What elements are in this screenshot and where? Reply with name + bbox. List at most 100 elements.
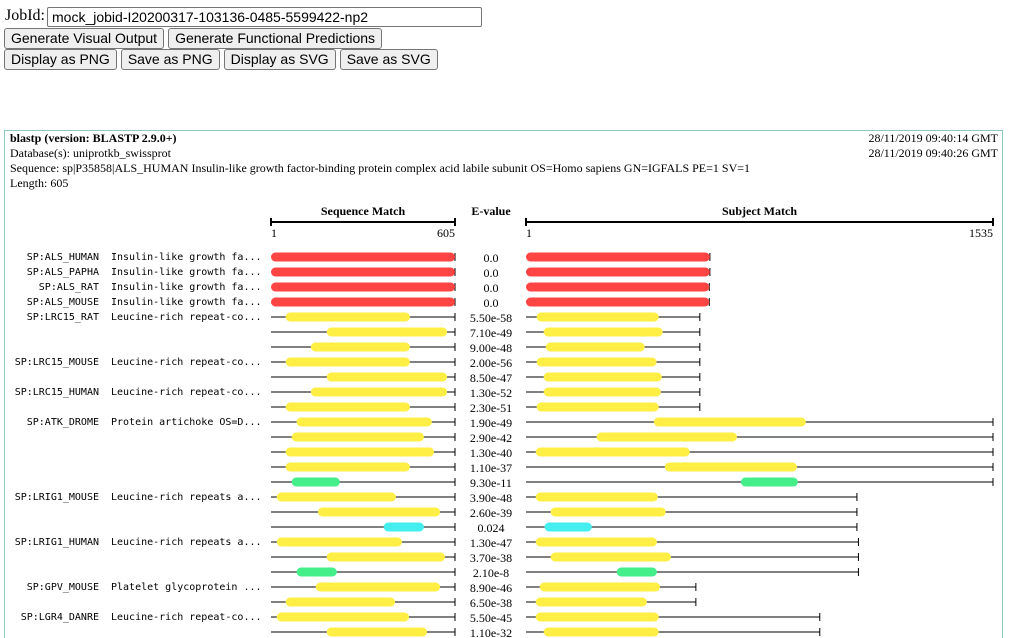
hit-id: SP:GPV_MOUSE [27,582,99,593]
evalue: 1.30e-47 [470,536,512,550]
query-hit [315,582,441,592]
evalue: 9.30e-11 [470,476,512,490]
sequence: Sequence: sp|P35858|ALS_HUMAN Insulin-li… [10,161,750,175]
subject-hit [664,462,797,472]
subject-hit [544,522,592,532]
subject-hit [543,627,659,637]
subject-hit [536,312,659,322]
query-hit [326,372,448,382]
evalue: 8.90e-46 [470,581,512,595]
subject-hit [653,417,806,427]
length: Length: 605 [10,176,68,190]
hit-id: SP:LGR4_DANRE [21,612,99,623]
evalue: 0.0 [484,266,499,280]
query-hit [285,312,410,322]
query-hit [276,612,409,622]
evalue: 6.50e-38 [470,596,512,610]
subject-hit [535,492,658,502]
query-hit [310,387,448,397]
query-hit [326,327,448,337]
subject-hit [543,387,661,397]
hit-desc: Insulin-like growth fa... [111,297,262,308]
hit-id: SP:LRIG1_HUMAN [15,537,99,548]
query-hit [317,507,441,517]
button-row: Display as PNG Save as PNG Display as SVG S… [4,49,438,70]
evalue: 2.00e-56 [470,356,512,370]
query-hit [285,402,410,412]
hit-id: SP:ALS_MOUSE [27,297,99,308]
scale-label: 1 [271,226,277,240]
jobid-label: JobId: [5,7,45,24]
subject-hit [526,282,710,292]
evalue: 2.10e-8 [473,566,509,580]
button[interactable]: Display as PNG [4,49,117,70]
button-row: Generate Visual Output Generate Functiona… [4,28,383,49]
hit-id: SP:ALS_HUMAN [27,252,99,263]
evalue: 8.50e-47 [470,371,512,385]
button[interactable]: Save as PNG [120,49,220,70]
hit-desc: Leucine-rich repeat-co... [111,357,262,368]
hit-id: SP:ATK_DROME [27,417,99,428]
subject-hit [535,447,690,457]
subject-hit [526,267,710,277]
jobid-input[interactable]: mock_jobid-I20200317-103136-0485-5599422… [47,7,482,27]
hit-id: SP:LRC15_MOUSE [15,357,99,368]
header: E-value [471,204,511,218]
hit-desc: Protein artichoke OS=D... [111,417,262,428]
query-hit [291,477,340,487]
subject-hit [740,477,798,487]
subject-hit [550,552,671,562]
hit-desc: Leucine-rich repeat-co... [111,387,262,398]
evalue: 1.30e-52 [470,386,512,400]
subject-hit [616,567,657,577]
program: blastp (version: BLASTP 2.9.0+) [10,131,177,145]
query-hit [276,492,396,502]
evalue: 1.10e-37 [470,461,512,475]
hit-desc: Leucine-rich repeat-co... [111,312,262,323]
hit-desc: Leucine-rich repeat-co... [111,612,262,623]
query-hit [271,282,455,292]
query-hit [285,597,395,607]
button[interactable]: Display as SVG [223,49,336,70]
evalue: 1.10e-32 [470,626,512,638]
evalue: 2.30e-51 [470,401,512,415]
database: Database(s): uniprotkb_swissprot [10,146,172,160]
button[interactable]: Generate Visual Output [4,28,165,49]
query-hit [285,462,410,472]
subject-hit [535,537,657,547]
hit-desc: Insulin-like growth fa... [111,282,262,293]
report: blastp (version: BLASTP 2.9.0+) Database(… [4,130,1003,638]
subject-hit [526,297,710,307]
scale-label: 605 [437,226,455,240]
evalue: 2.90e-42 [470,431,512,445]
query-hit [326,627,427,637]
subject-hit [596,432,737,442]
evalue: 2.60e-39 [470,506,512,520]
evalue: 3.90e-48 [470,491,512,505]
hit-id: SP:ALS_PAPHA [27,267,99,278]
query-hit [285,447,434,457]
subject-hit [536,402,659,412]
hit-id: SP:LRIG1_MOUSE [15,492,99,503]
hit-desc: Platelet glycoprotein ... [111,582,262,593]
evalue: 1.30e-40 [470,446,512,460]
evalue: 0.024 [478,521,505,535]
subject-hit [543,327,663,337]
button[interactable]: Generate Functional Predictions [168,28,383,49]
subject-hit [545,342,645,352]
button[interactable]: Save as SVG [339,49,438,70]
scale-label: 1535 [969,226,993,240]
hit-id: SP:ALS_RAT [39,282,99,293]
blast-graphic: blastp (version: BLASTP 2.9.0+)Database(… [10,131,999,638]
date: 28/11/2019 09:40:14 GMT [868,131,998,145]
query-hit [276,537,402,547]
query-hit [383,522,424,532]
subject-hit [536,357,657,367]
hit-id: SP:LRC15_RAT [27,312,99,323]
query-hit [285,357,410,367]
evalue: 7.10e-49 [470,326,512,340]
query-hit [271,252,455,262]
subject-hit [535,597,647,607]
subject-hit [535,612,659,622]
